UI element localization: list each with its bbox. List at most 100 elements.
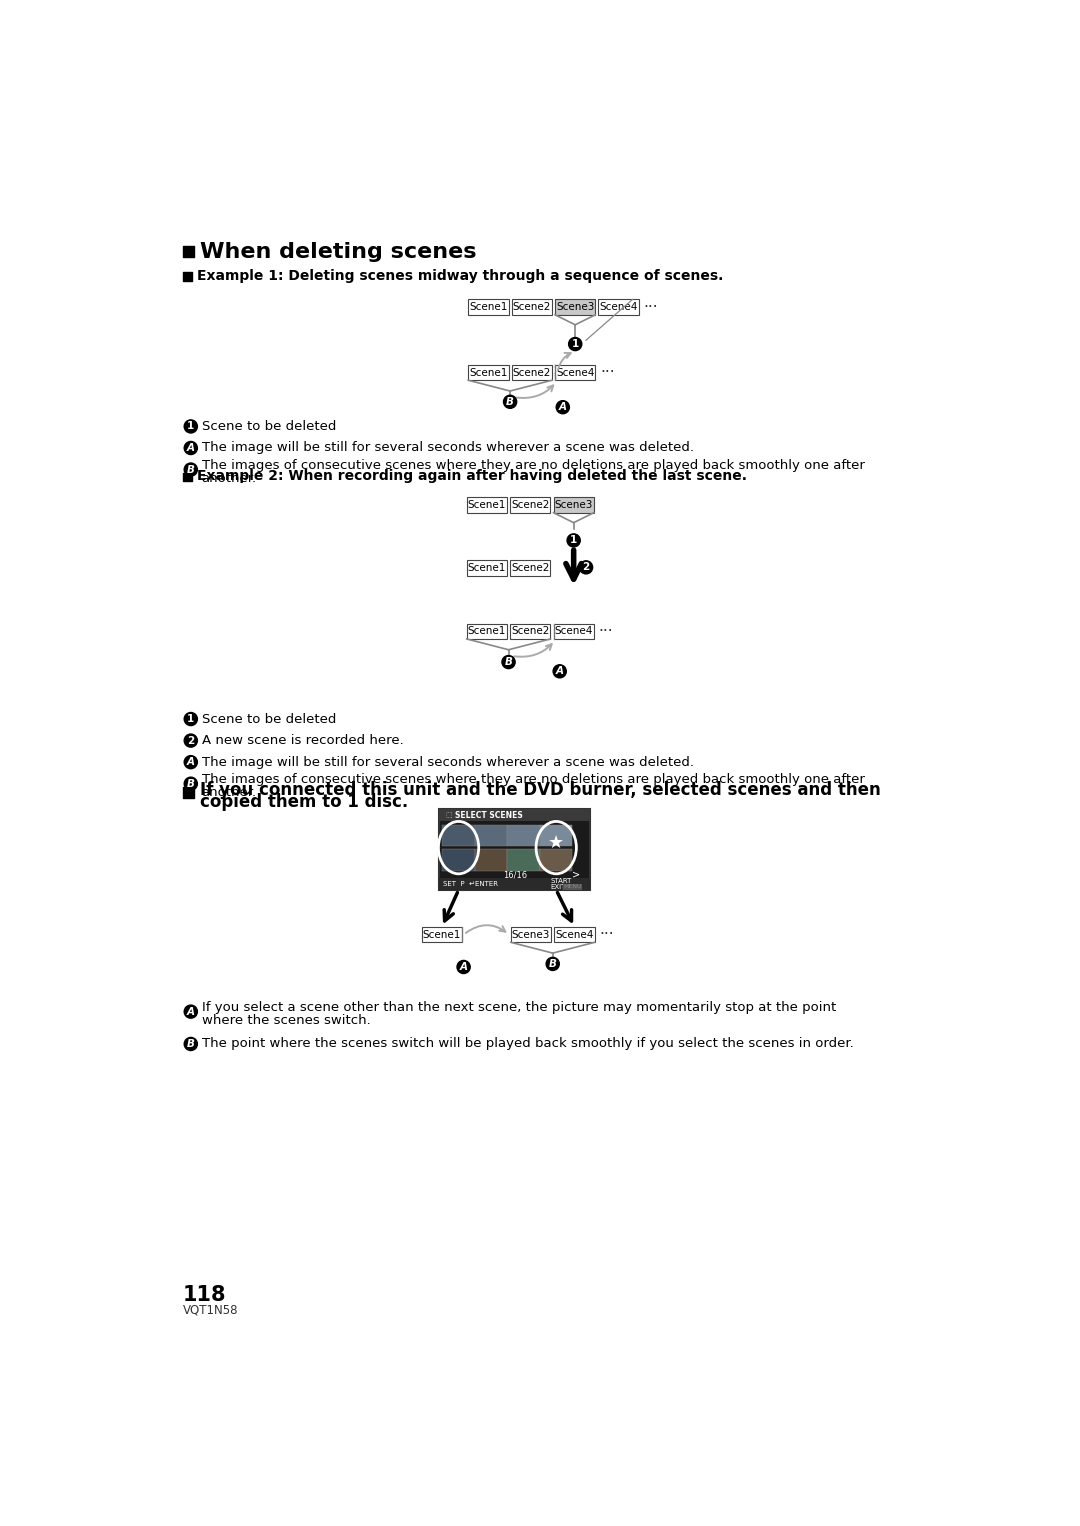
Circle shape bbox=[185, 420, 198, 433]
FancyArrowPatch shape bbox=[558, 353, 570, 369]
Text: B: B bbox=[549, 958, 556, 969]
Text: Scene to be deleted: Scene to be deleted bbox=[202, 713, 336, 725]
Circle shape bbox=[503, 395, 516, 409]
FancyBboxPatch shape bbox=[540, 848, 572, 871]
FancyArrowPatch shape bbox=[465, 925, 505, 932]
FancyBboxPatch shape bbox=[555, 365, 595, 380]
FancyBboxPatch shape bbox=[510, 624, 551, 639]
Text: copied them to 1 disc.: copied them to 1 disc. bbox=[200, 794, 408, 812]
Text: Scene4: Scene4 bbox=[599, 302, 638, 313]
FancyBboxPatch shape bbox=[510, 497, 551, 513]
Text: A: A bbox=[187, 757, 194, 768]
Text: The point where the scenes switch will be played back smoothly if you select the: The point where the scenes switch will b… bbox=[202, 1038, 853, 1050]
Text: Scene to be deleted: Scene to be deleted bbox=[202, 420, 336, 433]
Text: ···: ··· bbox=[644, 299, 658, 314]
Text: Scene1: Scene1 bbox=[468, 563, 507, 574]
Text: Scene1: Scene1 bbox=[468, 501, 507, 510]
Text: Scene1: Scene1 bbox=[469, 302, 508, 313]
FancyBboxPatch shape bbox=[467, 560, 507, 575]
FancyBboxPatch shape bbox=[469, 299, 509, 314]
FancyBboxPatch shape bbox=[508, 824, 540, 845]
Circle shape bbox=[185, 1038, 198, 1050]
Text: Scene2: Scene2 bbox=[511, 501, 550, 510]
Text: If you select a scene other than the next scene, the picture may momentarily sto: If you select a scene other than the nex… bbox=[202, 1001, 836, 1015]
Text: 1: 1 bbox=[187, 714, 194, 723]
Text: Scene4: Scene4 bbox=[555, 929, 594, 940]
FancyBboxPatch shape bbox=[443, 848, 475, 871]
Text: Scene3: Scene3 bbox=[512, 929, 550, 940]
Text: Scene1: Scene1 bbox=[469, 368, 508, 377]
FancyBboxPatch shape bbox=[443, 824, 475, 845]
Text: Scene2: Scene2 bbox=[513, 302, 551, 313]
Text: ···: ··· bbox=[598, 624, 613, 639]
Text: another.: another. bbox=[202, 473, 257, 485]
Circle shape bbox=[568, 337, 582, 351]
Text: B: B bbox=[187, 464, 194, 475]
Text: The images of consecutive scenes where they are no deletions are played back smo: The images of consecutive scenes where t… bbox=[202, 774, 864, 786]
Text: >: > bbox=[572, 870, 580, 879]
Text: Example 1: Deleting scenes midway through a sequence of scenes.: Example 1: Deleting scenes midway throug… bbox=[197, 269, 724, 284]
FancyBboxPatch shape bbox=[511, 926, 551, 943]
Text: Scene1: Scene1 bbox=[468, 626, 507, 636]
Circle shape bbox=[185, 777, 198, 790]
Text: Scene1: Scene1 bbox=[422, 929, 461, 940]
Text: 2: 2 bbox=[582, 563, 590, 572]
Circle shape bbox=[457, 960, 470, 974]
Text: 118: 118 bbox=[183, 1285, 227, 1305]
Text: Scene2: Scene2 bbox=[513, 368, 551, 377]
FancyBboxPatch shape bbox=[475, 824, 508, 845]
Text: The image will be still for several seconds wherever a scene was deleted.: The image will be still for several seco… bbox=[202, 755, 693, 769]
Text: B: B bbox=[507, 397, 514, 407]
Text: Scene2: Scene2 bbox=[511, 626, 550, 636]
Text: START: START bbox=[550, 877, 571, 884]
Circle shape bbox=[546, 957, 559, 971]
Text: where the scenes switch.: where the scenes switch. bbox=[202, 1015, 370, 1027]
FancyBboxPatch shape bbox=[598, 299, 638, 314]
Text: A new scene is recorded here.: A new scene is recorded here. bbox=[202, 734, 404, 748]
Text: B: B bbox=[504, 658, 513, 667]
Circle shape bbox=[502, 656, 515, 668]
Text: B: B bbox=[187, 778, 194, 789]
Text: SELECT SCENES: SELECT SCENES bbox=[455, 810, 523, 819]
FancyBboxPatch shape bbox=[554, 497, 594, 513]
Text: 2: 2 bbox=[187, 736, 194, 746]
Text: ···: ··· bbox=[600, 365, 615, 380]
Circle shape bbox=[580, 560, 593, 574]
FancyBboxPatch shape bbox=[475, 848, 508, 871]
FancyBboxPatch shape bbox=[467, 497, 507, 513]
Text: ★: ★ bbox=[549, 835, 564, 852]
Circle shape bbox=[185, 1006, 198, 1018]
FancyBboxPatch shape bbox=[555, 299, 595, 314]
Text: If you connected this unit and the DVD burner, selected scenes and then: If you connected this unit and the DVD b… bbox=[200, 781, 881, 800]
Text: ···: ··· bbox=[599, 928, 613, 942]
Circle shape bbox=[185, 713, 198, 725]
FancyBboxPatch shape bbox=[508, 848, 540, 871]
Text: When deleting scenes: When deleting scenes bbox=[200, 241, 476, 261]
FancyBboxPatch shape bbox=[469, 365, 509, 380]
Text: EXIT: EXIT bbox=[550, 884, 566, 890]
Text: Scene4: Scene4 bbox=[554, 626, 593, 636]
FancyBboxPatch shape bbox=[440, 809, 591, 821]
FancyBboxPatch shape bbox=[467, 624, 507, 639]
Text: The image will be still for several seconds wherever a scene was deleted.: The image will be still for several seco… bbox=[202, 441, 693, 455]
Text: A: A bbox=[558, 403, 567, 412]
FancyBboxPatch shape bbox=[540, 824, 572, 845]
FancyBboxPatch shape bbox=[512, 365, 552, 380]
Text: Scene4: Scene4 bbox=[556, 368, 594, 377]
Text: another.: another. bbox=[202, 786, 257, 800]
Text: 16/16: 16/16 bbox=[502, 870, 527, 879]
Text: 1: 1 bbox=[570, 536, 578, 545]
FancyBboxPatch shape bbox=[440, 809, 591, 890]
Text: ⬚: ⬚ bbox=[445, 812, 453, 818]
FancyBboxPatch shape bbox=[512, 299, 552, 314]
Circle shape bbox=[553, 665, 566, 678]
Circle shape bbox=[567, 534, 580, 546]
Circle shape bbox=[185, 755, 198, 769]
Text: SET  P  ↵ENTER: SET P ↵ENTER bbox=[443, 881, 498, 887]
Circle shape bbox=[185, 734, 198, 748]
Circle shape bbox=[185, 462, 198, 476]
Text: B: B bbox=[187, 1039, 194, 1048]
Text: A: A bbox=[187, 443, 194, 453]
Text: A: A bbox=[460, 961, 468, 972]
Text: Scene3: Scene3 bbox=[556, 302, 594, 313]
